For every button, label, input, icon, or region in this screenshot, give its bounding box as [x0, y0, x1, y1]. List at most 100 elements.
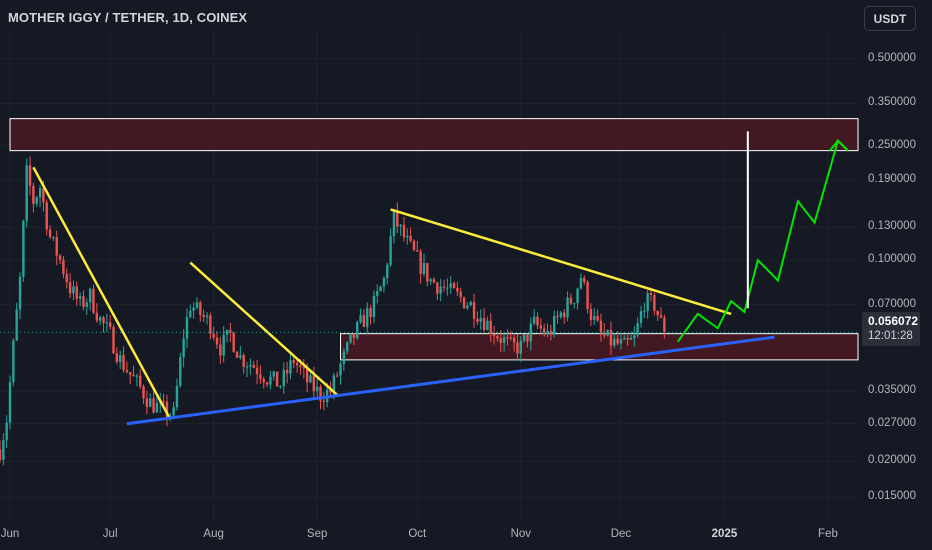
green-arrow-head	[829, 139, 849, 152]
candle-down	[302, 367, 306, 369]
candle-up	[579, 277, 583, 289]
candle-down	[55, 236, 58, 256]
candle-down	[456, 288, 459, 292]
candle-down	[569, 297, 573, 304]
chart-title: MOTHER IGGY / TETHER, 1D, COINEX	[8, 10, 248, 25]
yellow-trendline	[32, 166, 172, 420]
y-tick-label: 0.500000	[868, 51, 916, 64]
candle-up	[552, 315, 556, 335]
candle-up	[195, 302, 199, 308]
candle-up	[566, 297, 569, 318]
candle-down	[262, 378, 265, 383]
candle-up	[118, 355, 122, 362]
candle-down	[496, 336, 499, 339]
y-tick-label: 0.020000	[868, 454, 916, 467]
candle-up	[179, 357, 182, 386]
candle-up	[359, 315, 362, 323]
candle-up	[85, 302, 89, 307]
candle-down	[563, 312, 566, 318]
candle-down	[599, 320, 603, 333]
candle-down	[58, 255, 62, 260]
candle-down	[312, 375, 316, 392]
candle-up	[15, 309, 18, 341]
y-tick-label: 0.130000	[868, 220, 916, 233]
x-tick-label: 2025	[711, 528, 738, 540]
y-tick-label: 0.070000	[868, 297, 916, 310]
candle-up	[406, 235, 409, 238]
candle-up	[636, 323, 639, 336]
candle-up	[519, 340, 523, 354]
candle-up	[546, 330, 549, 335]
candle-up	[149, 398, 152, 407]
green-projection-path	[676, 138, 849, 343]
candle-up	[185, 317, 189, 339]
candle-down	[626, 338, 629, 340]
candle-up	[606, 329, 609, 336]
yellow-trendline	[390, 208, 732, 316]
candle-up	[356, 322, 359, 338]
candle-down	[489, 320, 492, 335]
currency-button[interactable]: USDT	[864, 6, 916, 31]
candle-down	[436, 282, 439, 294]
candle-down	[108, 322, 112, 327]
candle-up	[389, 236, 392, 265]
candle-down	[219, 344, 222, 356]
candle-down	[329, 389, 332, 393]
candle-down	[68, 282, 72, 294]
candle-down	[663, 317, 666, 333]
candle-up	[466, 305, 469, 309]
candle-up	[105, 322, 109, 324]
candle-up	[392, 210, 396, 237]
candle-down	[656, 310, 659, 316]
candle-down	[319, 386, 322, 401]
x-tick-label: Sep	[306, 528, 328, 540]
candle-up	[422, 263, 426, 274]
candle-down	[42, 188, 45, 203]
candle-up	[25, 165, 28, 221]
candle-up	[469, 301, 472, 306]
candle-up	[639, 311, 643, 324]
candle-down	[232, 332, 235, 352]
candle-down	[609, 329, 613, 346]
x-tick-label: Jul	[102, 528, 118, 540]
candle-down	[492, 334, 496, 337]
candle-up	[532, 316, 536, 324]
candle-up	[182, 338, 185, 358]
candle-down	[152, 398, 155, 413]
candle-down	[28, 165, 32, 186]
candle-down	[432, 279, 436, 283]
candle-down	[265, 382, 269, 385]
candle-up	[613, 338, 616, 346]
candle-down	[48, 229, 52, 238]
candle-down	[462, 297, 466, 309]
candle-up	[593, 315, 596, 321]
candle-up	[559, 312, 563, 318]
candle-up	[18, 276, 22, 310]
candle-down	[82, 296, 85, 307]
candle-up	[349, 333, 352, 343]
candle-up	[372, 295, 376, 318]
candle-up	[269, 376, 272, 385]
candle-down	[526, 334, 529, 342]
candle-up	[88, 288, 92, 303]
candle-up	[2, 440, 5, 460]
candle-down	[549, 330, 553, 335]
candle-down	[539, 325, 543, 329]
support-zone	[340, 333, 859, 361]
candle-up	[623, 338, 626, 340]
candle-down	[102, 317, 105, 323]
candle-down	[215, 337, 219, 345]
candle-down	[653, 295, 656, 311]
candle-down	[212, 333, 215, 338]
candle-down	[235, 351, 239, 358]
candle-down	[482, 318, 486, 330]
candle-up	[366, 308, 369, 328]
candle-down	[112, 326, 115, 354]
candle-down	[242, 355, 245, 367]
x-tick-label: Aug	[203, 528, 224, 540]
candle-down	[402, 224, 406, 238]
candle-down	[416, 250, 419, 252]
candle-down	[92, 288, 95, 313]
candle-up	[439, 286, 442, 294]
